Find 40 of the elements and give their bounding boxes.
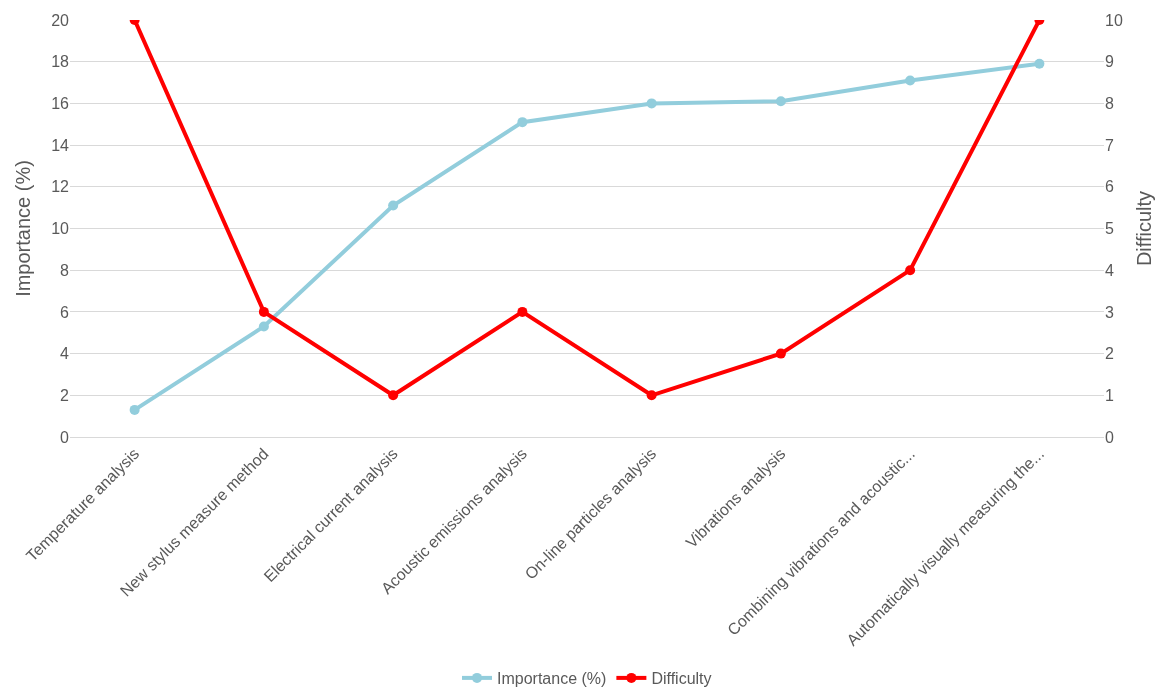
point — [129, 404, 140, 415]
point — [775, 348, 786, 359]
y2-tick-label: 3 — [1105, 303, 1114, 321]
y2-tick-label: 2 — [1105, 345, 1114, 363]
legend-label: Difficulty — [651, 670, 712, 688]
y-tick-label: 16 — [51, 95, 70, 112]
y-tick-label: 6 — [60, 303, 70, 321]
y2-tick-label: 9 — [1105, 53, 1114, 71]
point — [517, 306, 528, 317]
y-tick-label: 4 — [60, 345, 70, 363]
y2-tick-label: 8 — [1105, 95, 1114, 112]
y-tick-label: 20 — [51, 11, 70, 29]
y-tick-label: 8 — [60, 261, 70, 279]
y-tick-label: 10 — [51, 220, 70, 238]
point — [905, 75, 916, 86]
point — [1034, 58, 1045, 69]
point — [258, 306, 269, 317]
point — [388, 200, 399, 211]
point — [517, 117, 528, 128]
point — [388, 390, 399, 401]
y2-tick-label: 10 — [1105, 11, 1123, 29]
y-axis-title: Importance (%) — [11, 160, 34, 297]
y2-tick-label: 5 — [1105, 220, 1114, 238]
point — [258, 321, 269, 332]
y-tick-label: 12 — [51, 178, 70, 196]
point — [646, 98, 657, 109]
y-tick-label: 18 — [51, 53, 70, 71]
y2-tick-label: 7 — [1105, 136, 1114, 154]
y2-tick-label: 1 — [1105, 386, 1114, 404]
point — [775, 96, 786, 107]
point — [646, 390, 657, 401]
y2-tick-label: 4 — [1105, 261, 1114, 279]
y-tick-label: 14 — [51, 136, 70, 154]
y-tick-label: 0 — [60, 428, 70, 446]
y2-tick-label: 6 — [1105, 178, 1114, 196]
point — [905, 265, 916, 276]
legend-label: Importance (%) — [497, 670, 607, 688]
y2-tick-label: 0 — [1105, 428, 1114, 446]
y2-axis-title: Difficulty — [1133, 190, 1156, 267]
y-tick-label: 2 — [60, 386, 70, 404]
